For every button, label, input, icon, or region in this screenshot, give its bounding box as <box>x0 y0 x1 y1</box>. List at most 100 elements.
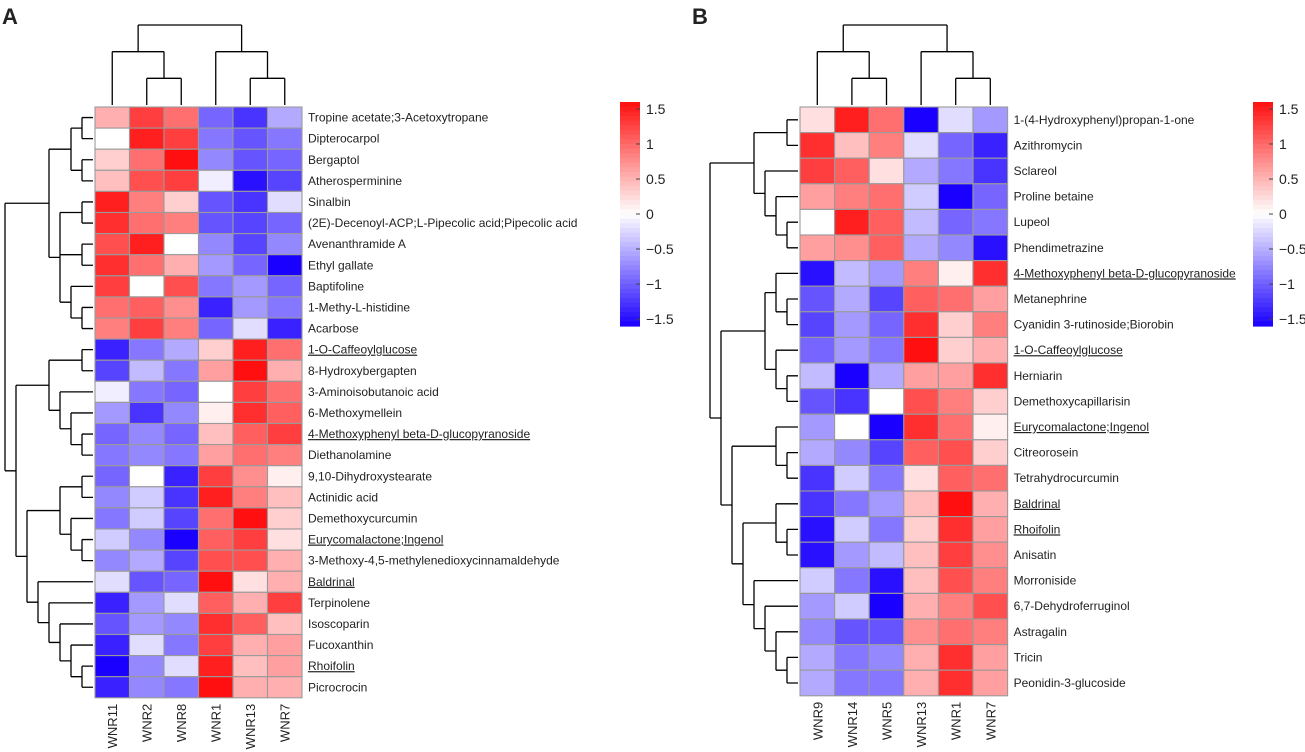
heatmap-cell <box>128 549 165 572</box>
legend-gradient-step <box>620 116 640 122</box>
row-dendrogram-branch <box>786 221 798 249</box>
heatmap-cell <box>868 208 905 236</box>
legend-gradient-step <box>1253 288 1273 294</box>
heatmap-cell <box>903 541 939 569</box>
heatmap-cell <box>266 612 303 636</box>
heatmap-cell <box>197 401 234 425</box>
heatmap-cell <box>972 285 1009 313</box>
row-dendrogram-branch <box>81 475 93 498</box>
heatmap-cell <box>834 413 870 441</box>
row-dendrogram-branch <box>731 445 776 565</box>
heatmap-cell <box>94 422 131 446</box>
heatmap-cell <box>128 148 165 171</box>
heatmap-cell <box>972 183 1009 210</box>
legend-gradient-step <box>1253 130 1273 136</box>
heatmap-cell <box>972 413 1009 441</box>
heatmap-cell <box>232 591 269 614</box>
heatmap-panel-a: Tropine acetate;3-Acetoxytropane Dipteroc… <box>4 24 674 749</box>
row-dendrogram-branch <box>4 202 49 472</box>
panel-label-a: A <box>2 4 18 29</box>
heatmap-cell <box>94 633 131 657</box>
heatmap-cell <box>868 644 905 671</box>
row-label: Cyanidin 3-rutinoside;Biorobin <box>1014 318 1174 332</box>
legend-gradient-step <box>1253 228 1273 234</box>
heatmap-cell <box>197 127 234 150</box>
heatmap-cell <box>937 234 974 262</box>
heatmap-cell <box>903 490 939 518</box>
legend-gradient-step <box>1253 158 1273 164</box>
heatmap-cell <box>128 422 165 446</box>
heatmap-cell <box>232 486 269 509</box>
heatmap-cell <box>94 528 131 551</box>
heatmap-cell <box>94 465 131 488</box>
legend-gradient-step <box>1253 162 1273 168</box>
heatmap-cell <box>903 644 939 671</box>
row-label: Rhoifolin <box>308 659 355 673</box>
column-dendrogram-branch <box>955 77 991 105</box>
heatmap-cell <box>799 541 836 569</box>
row-dendrogram-branch <box>81 243 93 266</box>
row-label: 6,7-Dehydroferruginol <box>1014 599 1130 613</box>
legend-gradient-step <box>620 102 640 108</box>
legend-gradient-step <box>620 316 640 322</box>
heatmap-cell <box>799 106 836 134</box>
legend-gradient-step <box>620 270 640 276</box>
row-label: Acarbose <box>308 322 359 336</box>
heatmap-cell <box>972 132 1009 159</box>
heatmap-cell <box>903 260 939 287</box>
heatmap-cell <box>937 311 974 338</box>
row-label: 4-Methoxyphenyl beta-D-glucopyranoside <box>1014 266 1236 280</box>
heatmap-cell <box>834 490 870 518</box>
row-label: (2E)-Decenoyl-ACP;L-Pipecolic acid;Pipec… <box>308 216 577 230</box>
heatmap-cell <box>868 669 905 697</box>
row-label: 1-Methy-L-histidine <box>308 300 410 314</box>
heatmap-cell <box>163 254 200 277</box>
legend-gradient-step <box>1253 167 1273 173</box>
heatmap-cell <box>834 592 870 620</box>
heatmap-cell <box>972 516 1009 543</box>
heatmap-cell <box>128 211 165 235</box>
heatmap-cell <box>937 157 974 185</box>
heatmap-cell <box>163 507 200 530</box>
heatmap-cell <box>868 132 905 159</box>
row-label: 4-Methoxyphenyl beta-D-glucopyranoside <box>308 427 530 441</box>
heatmap-cell <box>232 211 269 235</box>
legend-gradient-step <box>620 214 640 220</box>
heatmap-cell <box>868 362 905 390</box>
heatmap-cell <box>266 570 303 593</box>
row-dendrogram-branch <box>81 306 93 330</box>
heatmap-cell <box>903 592 939 620</box>
heatmap-cell <box>266 317 303 340</box>
heatmap-cell <box>972 490 1009 518</box>
row-label: 3-Methoxy-4,5-methylenedioxycinnamaldehy… <box>308 554 560 568</box>
heatmap-cell <box>834 183 870 210</box>
row-label: Azithromycin <box>1014 138 1083 152</box>
heatmap-cell <box>163 169 200 192</box>
legend-gradient-step <box>620 125 640 131</box>
heatmap-cell <box>937 285 974 313</box>
heatmap-cell <box>868 516 905 543</box>
legend-gradient-step <box>1253 195 1273 201</box>
heatmap-cell <box>232 275 269 298</box>
heatmap-cell <box>197 254 234 277</box>
heatmap-cell <box>232 317 269 340</box>
legend-gradient-step <box>620 218 640 224</box>
heatmap-cell <box>128 275 165 298</box>
heatmap-cell <box>232 380 269 403</box>
heatmap-cell <box>94 275 131 298</box>
heatmap-cell <box>868 592 905 620</box>
heatmap-cell <box>266 507 303 530</box>
heatmap-cell <box>163 612 200 636</box>
row-label: Lupeol <box>1014 215 1050 229</box>
row-label: Eurycomalactone;Ingenol <box>1014 420 1149 434</box>
row-label: Actinidic acid <box>308 490 378 504</box>
heatmap-cell <box>128 676 165 699</box>
column-dendrogram-branch <box>816 51 870 105</box>
heatmap-cell <box>232 549 269 572</box>
heatmap-cell <box>163 233 200 256</box>
heatmap-cell <box>163 190 200 214</box>
heatmap-cell <box>937 413 974 441</box>
heatmap-cell <box>937 208 974 236</box>
legend-gradient-step <box>1253 302 1273 308</box>
legend-gradient-step <box>1253 181 1273 187</box>
